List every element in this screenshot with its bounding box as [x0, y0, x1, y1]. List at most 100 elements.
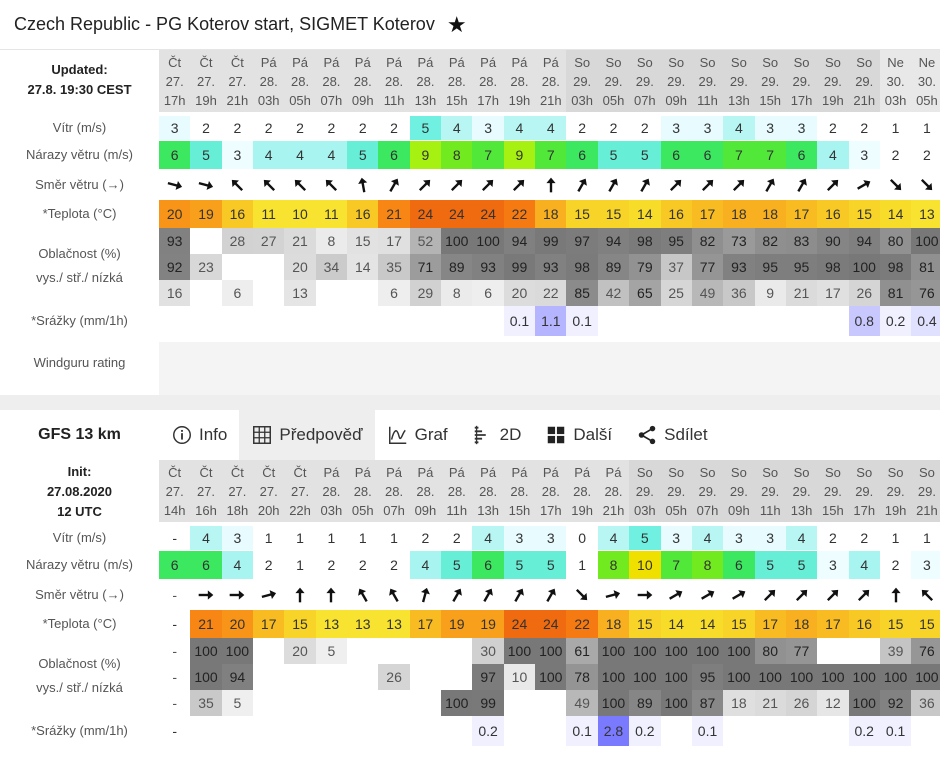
gust-cell: 2 — [253, 551, 285, 579]
cloud-low-cell: 42 — [597, 280, 630, 306]
gust-cell: 6 — [566, 141, 598, 169]
time-header-cell: So 29. 11h — [754, 460, 786, 522]
time-date: 28. — [385, 483, 404, 499]
temperature-cell: 16 — [660, 200, 692, 228]
cloud-mid-cell: 100 — [848, 664, 880, 690]
time-date: 28. — [353, 73, 372, 89]
time-header-cell: So 29. 07h — [629, 50, 661, 112]
time-date: 29. — [792, 483, 811, 499]
time-day: So — [574, 54, 591, 70]
cloud-high-cell: 39 — [879, 638, 912, 664]
rain-cell — [755, 306, 786, 336]
cloud-low-cell: 16 — [159, 280, 191, 306]
wind-cell: 2 — [221, 116, 254, 140]
time-hour: 16h — [195, 502, 217, 518]
temperature-cell: 16 — [221, 200, 254, 228]
temperature-cell: 14 — [629, 200, 661, 228]
wind-label: Vítr (m/s) — [52, 120, 107, 135]
star-icon[interactable]: ★ — [446, 11, 467, 37]
table-icon — [253, 426, 272, 444]
time-header-cell: So 29. 09h — [660, 50, 692, 112]
tab-2d[interactable]: 2D — [460, 410, 534, 460]
cloud-mid-cell: 71 — [409, 254, 442, 280]
gust-cell: 5 — [629, 141, 661, 169]
temperature-cell: 22 — [566, 610, 598, 638]
time-header-cell: Čt 27. 19h — [190, 50, 222, 112]
rain-cell — [817, 306, 848, 336]
wind-cell: - — [159, 526, 191, 550]
cloud-low-cell: 20 — [503, 280, 536, 306]
time-hour: 19h — [195, 92, 217, 108]
temperature-cell: 18 — [597, 610, 630, 638]
temperature-cell: 16 — [817, 200, 849, 228]
cloud-high-cell: 100 — [535, 638, 567, 664]
dir-label: Směr větru (→) — [35, 177, 124, 192]
time-date: 29. — [635, 483, 654, 499]
time-hour: 09h — [665, 92, 688, 108]
cloud-mid-cell — [253, 664, 285, 690]
gust-cell: 10 — [629, 551, 661, 579]
cloud-mid-cell: 100 — [754, 664, 786, 690]
cloud-high-cell: 30 — [472, 638, 504, 664]
wind-arrow-icon — [849, 172, 880, 198]
time-day: Pá — [542, 54, 559, 70]
rain-row: -0.2 0.1 2.8 0.2 0.1 0.2 0.1 — [159, 716, 940, 746]
wind-cell: 4 — [535, 116, 567, 140]
rain-cell: 0.1 — [566, 306, 598, 336]
wind-arrow-icon — [316, 172, 347, 198]
model-toolbar: GFS 13 km Info Předpověď Graf 2D Další S… — [0, 410, 940, 460]
tab-share[interactable]: Sdílet — [624, 410, 719, 460]
cloud-low-cell — [190, 280, 222, 306]
cloud-high-cell: 83 — [785, 228, 818, 254]
cloud-mid-cell: 37 — [660, 254, 692, 280]
cloud-high-cell: 76 — [911, 638, 940, 664]
temperature-cell: 24 — [535, 610, 567, 638]
rain-cell — [190, 716, 221, 746]
time-hour: 20h — [257, 502, 280, 518]
dir-label: Směr větru (→) — [35, 587, 124, 602]
time-header-cell: So 29. 21h — [911, 460, 940, 522]
cloud-low-cell: 85 — [566, 280, 598, 306]
time-hour: 03h — [320, 502, 343, 518]
rain-cell: 1.1 — [535, 306, 567, 336]
cloud-high-cell: 100 — [691, 638, 724, 664]
cloud-high-cell: 94 — [848, 228, 880, 254]
cloud-low-cell — [503, 690, 536, 716]
cloud-high-cell — [190, 228, 222, 254]
wind-cell: 2 — [848, 526, 880, 550]
time-hour: 21h — [539, 92, 562, 108]
cloud-low-cell: 18 — [723, 690, 755, 716]
tab-graph[interactable]: Graf — [375, 410, 460, 460]
cloud-low-cell: 35 — [190, 690, 222, 716]
time-header-cell: So 29. 03h — [566, 50, 598, 112]
time-header-cell: Pá 28. 03h — [253, 50, 285, 112]
wind-cell: 2 — [629, 116, 661, 140]
gust-cell: 6 — [691, 141, 724, 169]
wind-arrow-icon: - — [172, 587, 177, 603]
gust-cell: 6 — [785, 141, 818, 169]
rain-cell — [222, 716, 253, 746]
cloud-mid-cell: 98 — [817, 254, 849, 280]
temp-label: *Teplota (°C) — [42, 206, 117, 221]
wind-cell: 2 — [817, 526, 849, 550]
gust-cell: 7 — [754, 141, 786, 169]
wind-arrow-icon — [692, 172, 723, 198]
time-date: 28. — [604, 483, 623, 499]
tab-more[interactable]: Další — [533, 410, 624, 460]
time-header-cell: Čt 27. 20h — [253, 460, 285, 522]
time-day: So — [668, 464, 685, 480]
tab-info[interactable]: Info — [159, 410, 239, 460]
temperature-cell: 14 — [660, 610, 692, 638]
tab-forecast[interactable]: Předpověď — [239, 410, 375, 460]
wind-cell: 1 — [253, 526, 285, 550]
temperature-row: -21 20 17 15 13 13 13 17 19 19 24 24 22 18 15 14 14 15 17 1… — [159, 610, 940, 638]
wind-arrow-icon — [755, 172, 786, 198]
wind-arrow-icon — [629, 172, 660, 198]
time-header-cell: Pá 28. 13h — [472, 460, 504, 522]
time-hour: 07h — [696, 502, 719, 518]
cloud-high-cell: 100 — [190, 638, 222, 664]
time-day: Pá — [574, 464, 591, 480]
time-date: 29. — [667, 483, 686, 499]
